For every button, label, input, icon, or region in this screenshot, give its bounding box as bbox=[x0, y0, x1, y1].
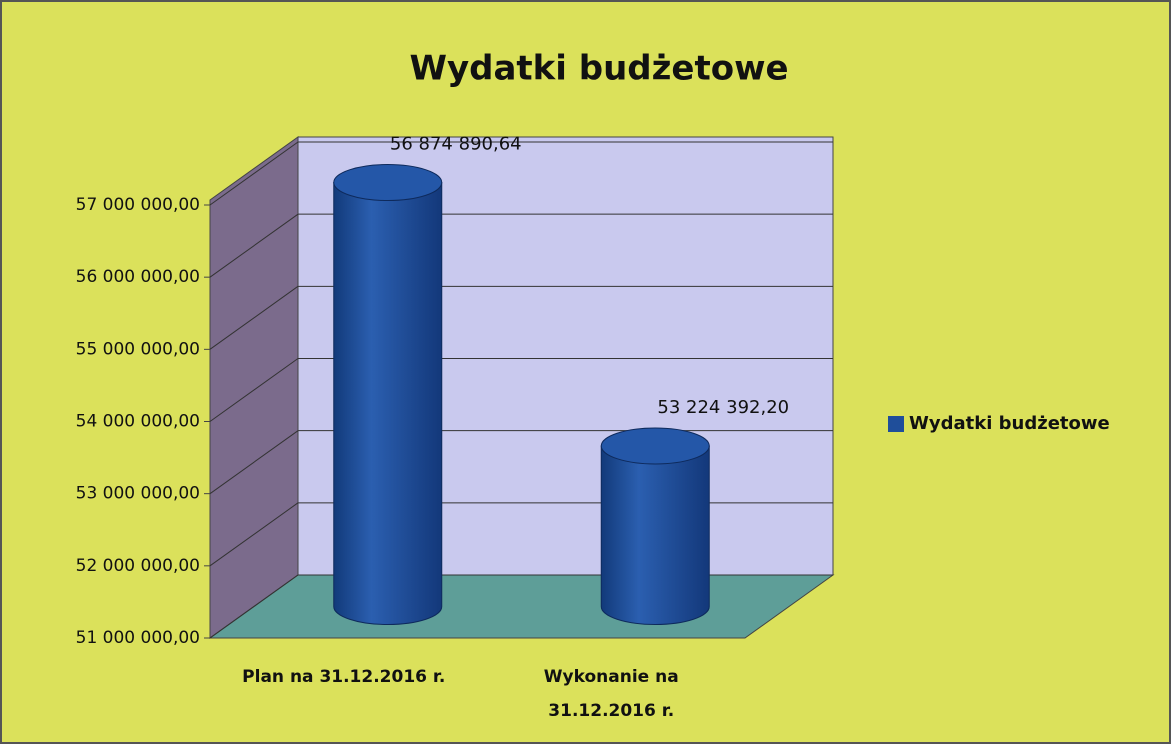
y-tick-label: 51 000 000,00 bbox=[76, 628, 200, 648]
floor bbox=[208, 574, 835, 639]
grid-line bbox=[209, 141, 299, 206]
legend-label: Wydatki budżetowe bbox=[909, 413, 1110, 434]
chart-title: Wydatki budżetowe bbox=[409, 49, 788, 89]
grid-line bbox=[209, 430, 299, 495]
y-tick-label: 57 000 000,00 bbox=[76, 195, 200, 215]
x-tick-label: Wykonanie na 31.12.2016 r. bbox=[543, 667, 679, 721]
bar-top bbox=[333, 164, 443, 202]
side-wall bbox=[209, 136, 299, 639]
bar-top bbox=[600, 427, 710, 465]
legend-swatch bbox=[888, 416, 904, 432]
bar bbox=[600, 445, 710, 625]
data-label: 53 224 392,20 bbox=[657, 397, 789, 418]
y-tick-label: 54 000 000,00 bbox=[76, 412, 200, 432]
grid-line bbox=[209, 574, 299, 639]
grid-line bbox=[209, 213, 299, 278]
y-tick-label: 52 000 000,00 bbox=[76, 556, 200, 576]
x-tick-label: Plan na 31.12.2016 r. bbox=[242, 667, 446, 687]
bar bbox=[333, 182, 443, 625]
y-tick-label: 53 000 000,00 bbox=[76, 484, 200, 504]
grid-line bbox=[209, 358, 299, 422]
y-tick-label: 55 000 000,00 bbox=[76, 339, 200, 359]
data-label: 56 874 890,64 bbox=[390, 134, 522, 155]
grid-line bbox=[209, 285, 299, 350]
grid-line bbox=[209, 502, 299, 567]
y-tick-label: 56 000 000,00 bbox=[76, 267, 200, 287]
